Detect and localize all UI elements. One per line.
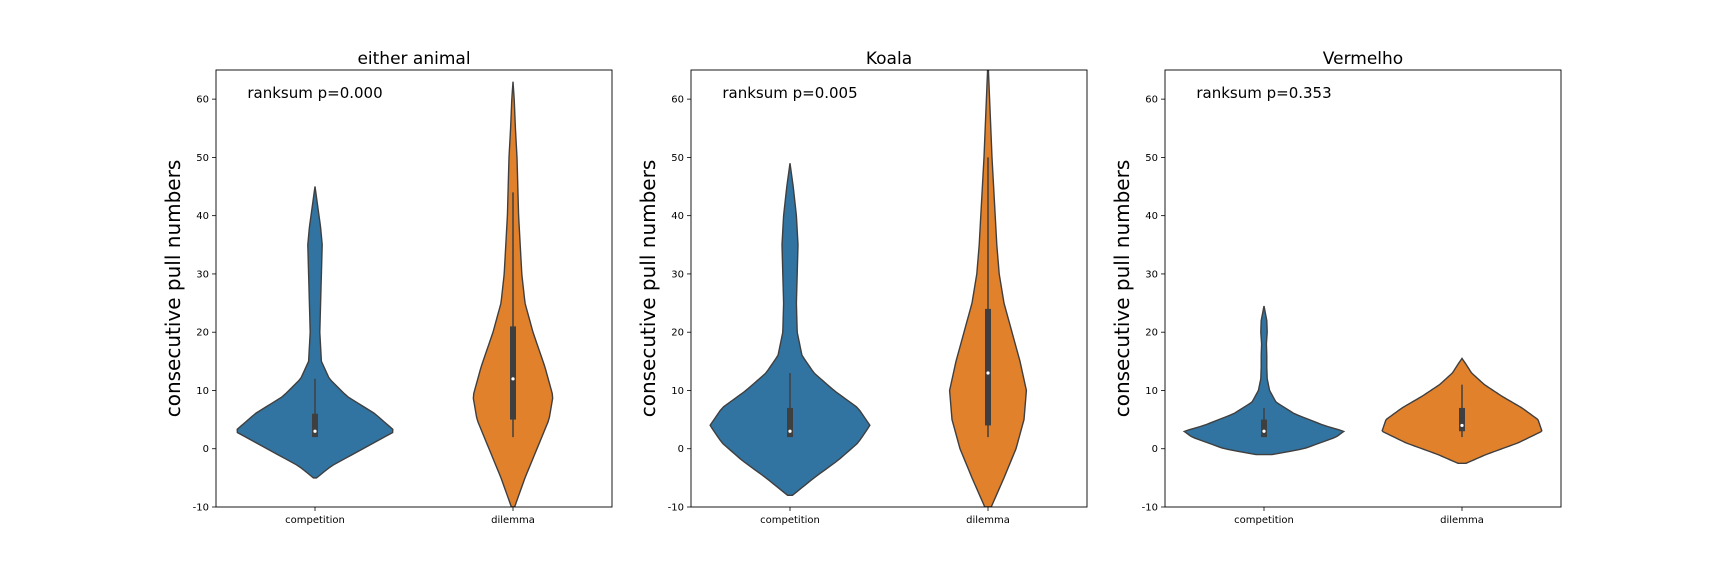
subplot-title: Vermelho bbox=[1323, 49, 1403, 69]
y-tick-label: 0 bbox=[203, 444, 209, 455]
y-tick-label: 50 bbox=[671, 153, 684, 164]
y-tick-label: 30 bbox=[1145, 269, 1158, 280]
x-tick-label-competition: competition bbox=[285, 515, 345, 526]
y-tick-label: 40 bbox=[1145, 211, 1158, 222]
y-axis-label: consecutive pull numbers bbox=[161, 160, 185, 418]
y-tick-label: -10 bbox=[1142, 503, 1158, 514]
violins bbox=[1182, 305, 1543, 464]
median-dot-competition bbox=[1262, 429, 1266, 433]
y-tick-label: 20 bbox=[196, 328, 209, 339]
subplot-title: either animal bbox=[357, 49, 470, 69]
y-tick-label: 50 bbox=[1145, 153, 1158, 164]
x-tick-label-competition: competition bbox=[1234, 515, 1294, 526]
iqr-box-competition bbox=[1261, 419, 1267, 438]
axes-frame bbox=[1164, 69, 1562, 508]
subplot-2: Koala consecutive pull numbers -10 0 10 20 30 4… bbox=[636, 49, 1088, 526]
y-tick-label: 0 bbox=[1152, 444, 1158, 455]
iqr-box-competition bbox=[312, 413, 318, 438]
median-dot-dilemma bbox=[511, 377, 515, 381]
median-dot-dilemma bbox=[1460, 423, 1464, 428]
violins bbox=[709, 70, 1028, 507]
y-tick-label: 60 bbox=[1145, 95, 1158, 106]
ranksum-annotation: ranksum p=0.000 bbox=[247, 84, 382, 102]
y-tick-label: 20 bbox=[1145, 328, 1158, 339]
y-axis-label: consecutive pull numbers bbox=[1110, 160, 1134, 418]
iqr-box-dilemma bbox=[1459, 407, 1465, 432]
x-tick-label-dilemma: dilemma bbox=[1440, 515, 1484, 526]
violin-competition bbox=[709, 163, 871, 497]
axes-frame bbox=[690, 69, 1088, 508]
violin-competition bbox=[236, 186, 394, 479]
subplot-title: Koala bbox=[866, 49, 912, 69]
x-tick-label-competition: competition bbox=[760, 515, 820, 526]
y-tick-label: 30 bbox=[196, 269, 209, 280]
y-tick-label: 0 bbox=[678, 444, 684, 455]
y-tick-label: 10 bbox=[1145, 386, 1158, 397]
subplot-1: either animal consecutive pull numbers -10… bbox=[161, 49, 613, 526]
iqr-box-dilemma bbox=[985, 308, 991, 426]
y-tick-label: 30 bbox=[671, 269, 684, 280]
x-tick-label-dilemma: dilemma bbox=[966, 515, 1010, 526]
y-tick-label: 40 bbox=[671, 211, 684, 222]
y-tick-label: 60 bbox=[671, 95, 684, 106]
y-axis-label: consecutive pull numbers bbox=[636, 160, 660, 418]
median-dot-dilemma bbox=[986, 371, 990, 375]
axes-frame bbox=[215, 69, 613, 508]
median-dot-competition bbox=[313, 429, 317, 433]
x-tick-label-dilemma: dilemma bbox=[491, 515, 535, 526]
y-tick-label: 20 bbox=[671, 328, 684, 339]
y-tick-label: 60 bbox=[196, 95, 209, 106]
y-tick-label: 10 bbox=[196, 386, 209, 397]
iqr-box-dilemma bbox=[510, 326, 516, 420]
y-tick-label: 10 bbox=[671, 386, 684, 397]
y-tick-label: -10 bbox=[668, 503, 684, 514]
violin-competition bbox=[1182, 305, 1346, 456]
violins bbox=[236, 81, 554, 507]
median-dot-competition bbox=[788, 429, 792, 433]
ranksum-annotation: ranksum p=0.353 bbox=[1196, 84, 1331, 102]
y-tick-label: 50 bbox=[196, 153, 209, 164]
subplot-3: Vermelho consecutive pull numbers -10 0 10 20… bbox=[1110, 49, 1562, 526]
iqr-box-competition bbox=[787, 407, 793, 438]
y-tick-label: -10 bbox=[193, 503, 209, 514]
y-tick-label: 40 bbox=[196, 211, 209, 222]
ranksum-annotation: ranksum p=0.005 bbox=[722, 84, 857, 102]
